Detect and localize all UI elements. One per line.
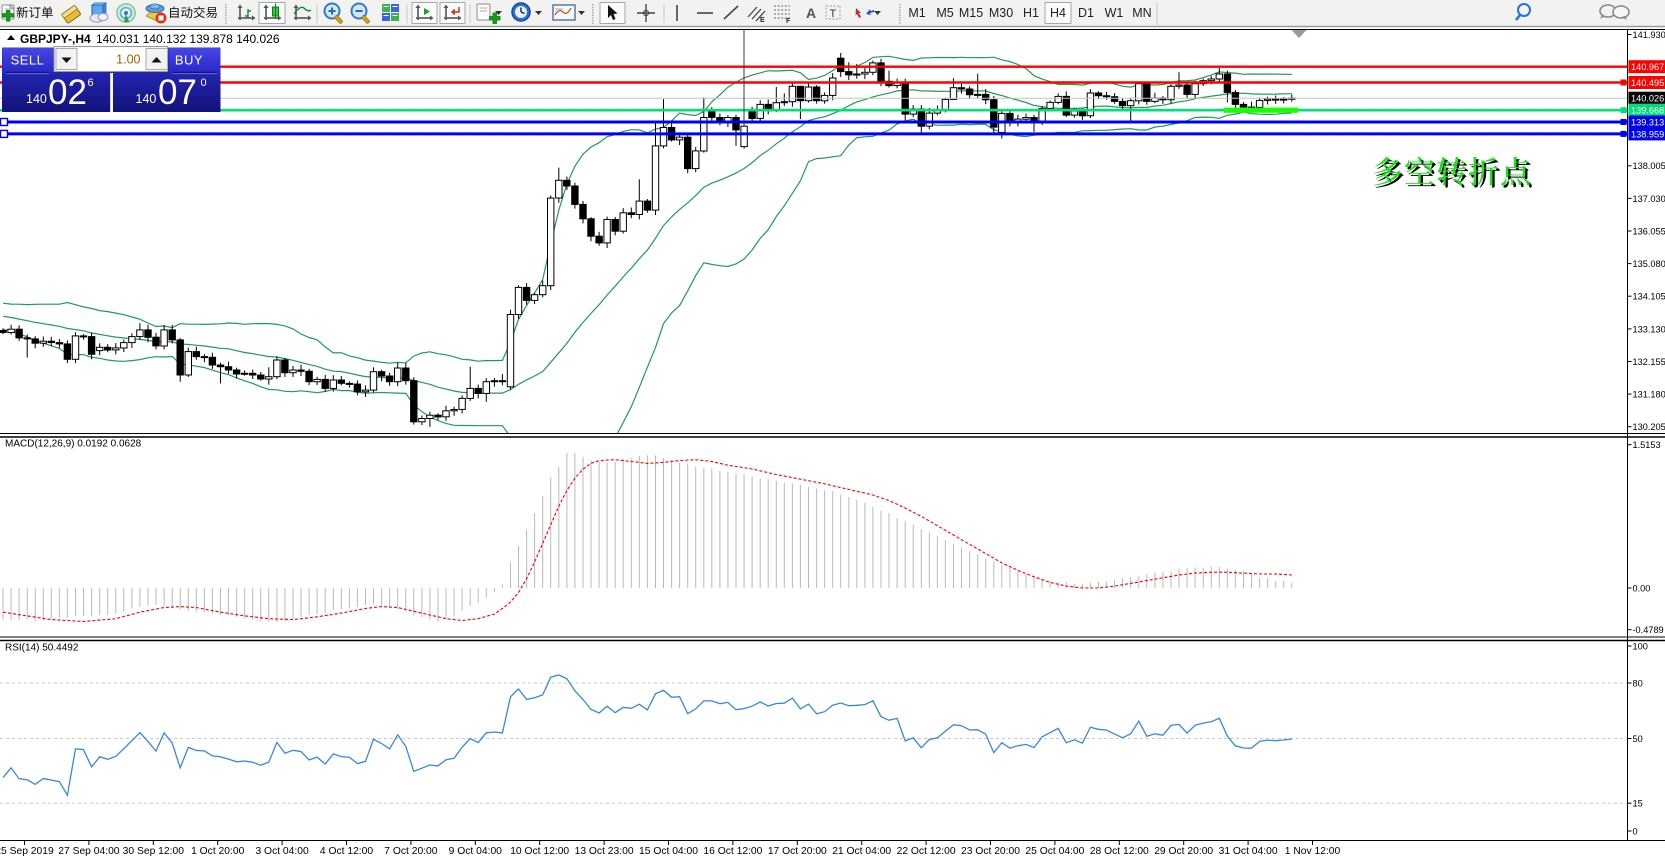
svg-text:16 Oct 12:00: 16 Oct 12:00 xyxy=(703,846,762,857)
svg-text:1.5153: 1.5153 xyxy=(1633,440,1661,450)
svg-text:MACD(12,26,9) 0.0192 0.0628: MACD(12,26,9) 0.0192 0.0628 xyxy=(5,439,142,450)
svg-text:02: 02 xyxy=(48,73,87,112)
svg-text:28 Oct 12:00: 28 Oct 12:00 xyxy=(1090,846,1149,857)
svg-text:0.00: 0.00 xyxy=(1633,583,1651,593)
svg-text:140: 140 xyxy=(26,92,47,106)
svg-text:15: 15 xyxy=(1633,799,1643,809)
svg-text:100: 100 xyxy=(1633,641,1648,651)
svg-text:1 Nov 12:00: 1 Nov 12:00 xyxy=(1285,846,1341,857)
svg-text:4 Oct 12:00: 4 Oct 12:00 xyxy=(320,846,374,857)
svg-text:135.080: 135.080 xyxy=(1633,259,1665,269)
svg-text:M15: M15 xyxy=(959,6,983,20)
svg-text:80: 80 xyxy=(1633,678,1643,688)
svg-text:133.130: 133.130 xyxy=(1633,324,1665,334)
svg-text:0: 0 xyxy=(201,77,207,89)
svg-text:30 Sep 12:00: 30 Sep 12:00 xyxy=(123,846,185,857)
svg-text:M30: M30 xyxy=(989,6,1013,20)
svg-text:140.031 140.132 139.878 140.02: 140.031 140.132 139.878 140.026 xyxy=(96,32,280,46)
svg-text:17 Oct 20:00: 17 Oct 20:00 xyxy=(768,846,827,857)
svg-text:140.495: 140.495 xyxy=(1631,78,1664,88)
svg-text:137.030: 137.030 xyxy=(1633,194,1665,204)
svg-text:139.313: 139.313 xyxy=(1631,118,1664,128)
svg-text:9 Oct 04:00: 9 Oct 04:00 xyxy=(449,846,503,857)
svg-text:SELL: SELL xyxy=(11,53,45,68)
svg-text:22 Oct 12:00: 22 Oct 12:00 xyxy=(897,846,956,857)
svg-text:13 Oct 23:00: 13 Oct 23:00 xyxy=(575,846,634,857)
svg-text:140.026: 140.026 xyxy=(1631,94,1664,104)
svg-text:A: A xyxy=(806,5,816,21)
svg-text:RSI(14) 50.4492: RSI(14) 50.4492 xyxy=(5,643,79,654)
svg-text:141.930: 141.930 xyxy=(1633,30,1665,40)
svg-text:25 Oct 04:00: 25 Oct 04:00 xyxy=(1025,846,1084,857)
svg-text:F: F xyxy=(786,18,791,25)
svg-text:25 Sep 2019: 25 Sep 2019 xyxy=(0,846,54,857)
svg-text:50: 50 xyxy=(1633,734,1643,744)
svg-text:136.055: 136.055 xyxy=(1633,226,1665,236)
svg-text:H1: H1 xyxy=(1023,6,1039,20)
svg-text:0: 0 xyxy=(1633,826,1638,836)
svg-text:132.155: 132.155 xyxy=(1633,357,1665,367)
svg-text:M5: M5 xyxy=(936,6,953,20)
svg-text:MN: MN xyxy=(1132,6,1151,20)
svg-text:140: 140 xyxy=(136,92,157,106)
svg-text:31 Oct 04:00: 31 Oct 04:00 xyxy=(1219,846,1278,857)
svg-text:D1: D1 xyxy=(1078,6,1094,20)
svg-text:E: E xyxy=(760,17,765,24)
svg-text:27 Sep 04:00: 27 Sep 04:00 xyxy=(58,846,120,857)
svg-text:138.005: 138.005 xyxy=(1633,161,1665,171)
svg-text:130.205: 130.205 xyxy=(1633,422,1665,432)
svg-text:07: 07 xyxy=(158,73,197,112)
svg-text:140.967: 140.967 xyxy=(1631,62,1664,72)
svg-text:29 Oct 20:00: 29 Oct 20:00 xyxy=(1154,846,1213,857)
svg-text:1 Oct 20:00: 1 Oct 20:00 xyxy=(191,846,245,857)
svg-text:139.668: 139.668 xyxy=(1631,106,1664,116)
svg-text:M1: M1 xyxy=(908,6,925,20)
svg-text:134.105: 134.105 xyxy=(1633,292,1665,302)
svg-text:15 Oct 04:00: 15 Oct 04:00 xyxy=(639,846,698,857)
svg-text:-0.4789: -0.4789 xyxy=(1633,625,1664,635)
svg-text:7 Oct 20:00: 7 Oct 20:00 xyxy=(384,846,438,857)
svg-text:138.959: 138.959 xyxy=(1631,129,1664,139)
svg-text:10 Oct 12:00: 10 Oct 12:00 xyxy=(510,846,569,857)
svg-text:6: 6 xyxy=(88,77,94,89)
svg-text:131.180: 131.180 xyxy=(1633,390,1665,400)
svg-text:1.00: 1.00 xyxy=(116,53,140,67)
svg-text:21 Oct 04:00: 21 Oct 04:00 xyxy=(832,846,891,857)
svg-text:BUY: BUY xyxy=(175,53,203,68)
svg-text:T: T xyxy=(830,8,837,20)
svg-text:H4: H4 xyxy=(1050,6,1066,20)
svg-text:23 Oct 20:00: 23 Oct 20:00 xyxy=(961,846,1020,857)
svg-text:3 Oct 04:00: 3 Oct 04:00 xyxy=(255,846,309,857)
svg-text:GBPJPY-,H4: GBPJPY-,H4 xyxy=(20,32,91,46)
svg-text:W1: W1 xyxy=(1105,6,1124,20)
